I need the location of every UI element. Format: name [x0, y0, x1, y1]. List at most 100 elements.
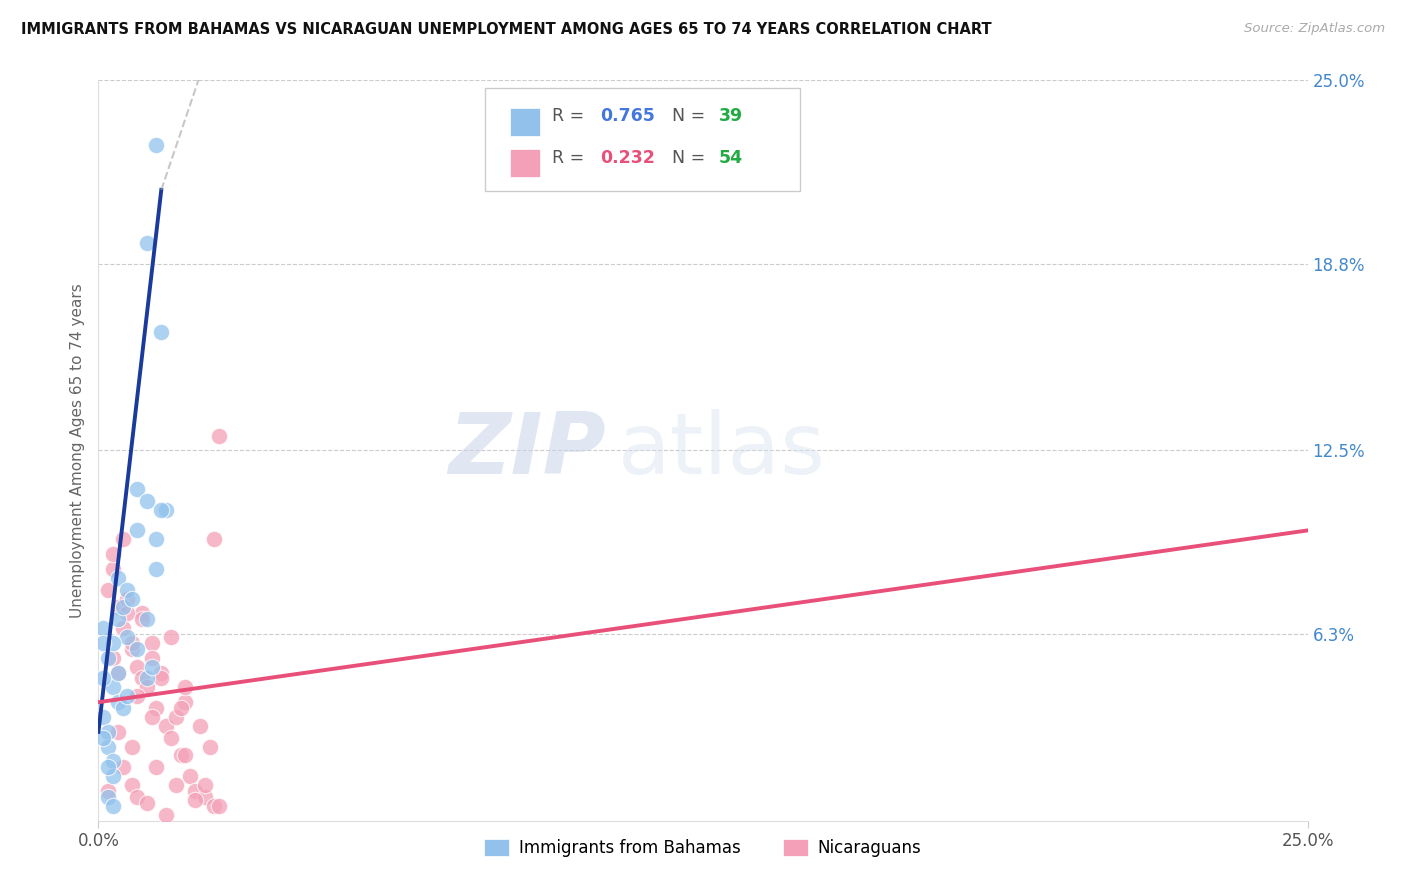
- Text: 39: 39: [718, 107, 742, 125]
- Point: [184, 793, 207, 807]
- Point: [91, 731, 114, 745]
- Point: [131, 607, 153, 621]
- Point: [97, 724, 120, 739]
- Point: [165, 778, 187, 792]
- Point: [127, 524, 149, 538]
- Point: [135, 612, 157, 626]
- Text: ZIP: ZIP: [449, 409, 606, 492]
- Point: [204, 798, 226, 813]
- Point: [101, 547, 124, 561]
- Point: [97, 789, 120, 804]
- Point: [111, 600, 134, 615]
- Point: [135, 681, 157, 695]
- Point: [150, 672, 173, 686]
- Point: [111, 533, 134, 547]
- Point: [91, 621, 114, 635]
- Point: [188, 719, 211, 733]
- Point: [111, 701, 134, 715]
- Point: [135, 493, 157, 508]
- Point: [169, 701, 191, 715]
- Point: [174, 695, 197, 709]
- Point: [160, 630, 183, 644]
- Point: [131, 612, 153, 626]
- Point: [107, 600, 129, 615]
- Point: [155, 502, 177, 516]
- Point: [150, 325, 173, 339]
- Point: [107, 571, 129, 585]
- Point: [174, 681, 197, 695]
- Point: [97, 650, 120, 665]
- Point: [101, 636, 124, 650]
- Point: [165, 710, 187, 724]
- Y-axis label: Unemployment Among Ages 65 to 74 years: Unemployment Among Ages 65 to 74 years: [69, 283, 84, 618]
- Point: [127, 690, 149, 704]
- Point: [150, 665, 173, 680]
- Bar: [509, 108, 540, 136]
- Point: [101, 681, 124, 695]
- Point: [155, 807, 177, 822]
- Point: [145, 138, 167, 153]
- Point: [208, 798, 231, 813]
- Text: Source: ZipAtlas.com: Source: ZipAtlas.com: [1244, 22, 1385, 36]
- Text: IMMIGRANTS FROM BAHAMAS VS NICARAGUAN UNEMPLOYMENT AMONG AGES 65 TO 74 YEARS COR: IMMIGRANTS FROM BAHAMAS VS NICARAGUAN UN…: [21, 22, 991, 37]
- Point: [135, 672, 157, 686]
- Point: [111, 621, 134, 635]
- Point: [127, 659, 149, 673]
- Point: [208, 428, 231, 442]
- Text: R =: R =: [551, 107, 589, 125]
- Point: [145, 760, 167, 774]
- Point: [204, 533, 226, 547]
- Point: [117, 607, 139, 621]
- Point: [160, 731, 183, 745]
- Text: N =: N =: [661, 149, 710, 167]
- Point: [107, 665, 129, 680]
- Point: [107, 612, 129, 626]
- Point: [198, 739, 221, 754]
- Point: [117, 630, 139, 644]
- Point: [121, 636, 143, 650]
- Text: N =: N =: [661, 107, 710, 125]
- Point: [127, 641, 149, 656]
- Point: [121, 591, 143, 606]
- Point: [141, 650, 163, 665]
- Point: [107, 665, 129, 680]
- Point: [97, 760, 120, 774]
- Point: [97, 784, 120, 798]
- Text: R =: R =: [551, 149, 589, 167]
- Point: [121, 641, 143, 656]
- Text: 0.232: 0.232: [600, 149, 655, 167]
- Point: [91, 672, 114, 686]
- Bar: [509, 149, 540, 177]
- Point: [169, 748, 191, 763]
- Point: [127, 789, 149, 804]
- Text: 54: 54: [718, 149, 742, 167]
- Point: [131, 672, 153, 686]
- Point: [91, 710, 114, 724]
- Text: atlas: atlas: [619, 409, 827, 492]
- FancyBboxPatch shape: [485, 87, 800, 191]
- Point: [179, 769, 201, 783]
- Point: [145, 533, 167, 547]
- Point: [111, 760, 134, 774]
- Legend: Immigrants from Bahamas, Nicaraguans: Immigrants from Bahamas, Nicaraguans: [478, 832, 928, 864]
- Point: [194, 778, 217, 792]
- Point: [97, 739, 120, 754]
- Point: [101, 798, 124, 813]
- Point: [107, 695, 129, 709]
- Point: [101, 769, 124, 783]
- Point: [117, 582, 139, 597]
- Text: 0.765: 0.765: [600, 107, 655, 125]
- Point: [117, 690, 139, 704]
- Point: [145, 562, 167, 576]
- Point: [127, 482, 149, 496]
- Point: [155, 719, 177, 733]
- Point: [101, 562, 124, 576]
- Point: [121, 739, 143, 754]
- Point: [141, 710, 163, 724]
- Point: [194, 789, 217, 804]
- Point: [174, 748, 197, 763]
- Point: [97, 582, 120, 597]
- Point: [145, 701, 167, 715]
- Point: [135, 236, 157, 251]
- Point: [141, 636, 163, 650]
